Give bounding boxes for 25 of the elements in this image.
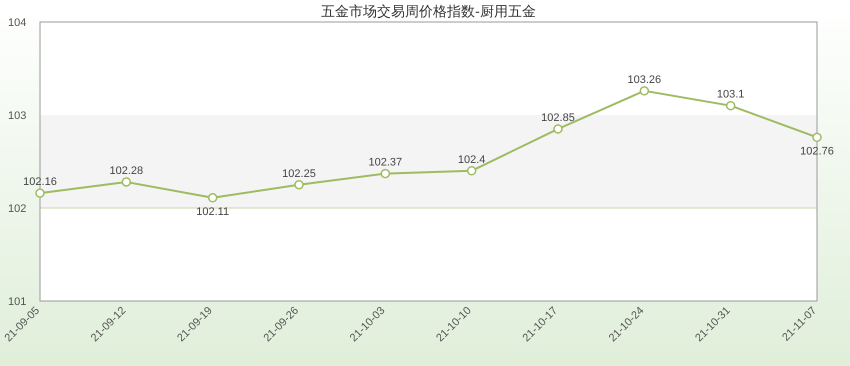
- point: [466, 166, 476, 176]
- point: [640, 86, 650, 96]
- y-tick-label: 104: [8, 17, 26, 29]
- data-label: 103.1: [716, 88, 744, 101]
- point: [294, 180, 304, 190]
- y-tick-label: 101: [8, 296, 26, 308]
- data-label: 102.28: [110, 164, 144, 177]
- y-tick-label: 103: [8, 110, 26, 122]
- data-label: 102.4: [458, 154, 486, 166]
- point: [726, 100, 736, 110]
- data-label: 102.37: [368, 156, 402, 169]
- point: [812, 132, 822, 142]
- data-label: 103.26: [628, 74, 662, 86]
- data-label: 102.85: [541, 112, 575, 124]
- point: [553, 124, 563, 134]
- point: [35, 188, 45, 198]
- y-tick-label: 102: [8, 203, 26, 215]
- chart-title: 五金市场交易周价格指数-厨用五金: [321, 3, 536, 19]
- data-label: 102.76: [800, 145, 834, 158]
- data-label: 102.11: [196, 206, 230, 218]
- point: [380, 168, 390, 178]
- point: [208, 193, 218, 203]
- point: [122, 177, 132, 187]
- data-label: 102.16: [23, 176, 57, 188]
- data-label: 102.25: [282, 168, 316, 180]
